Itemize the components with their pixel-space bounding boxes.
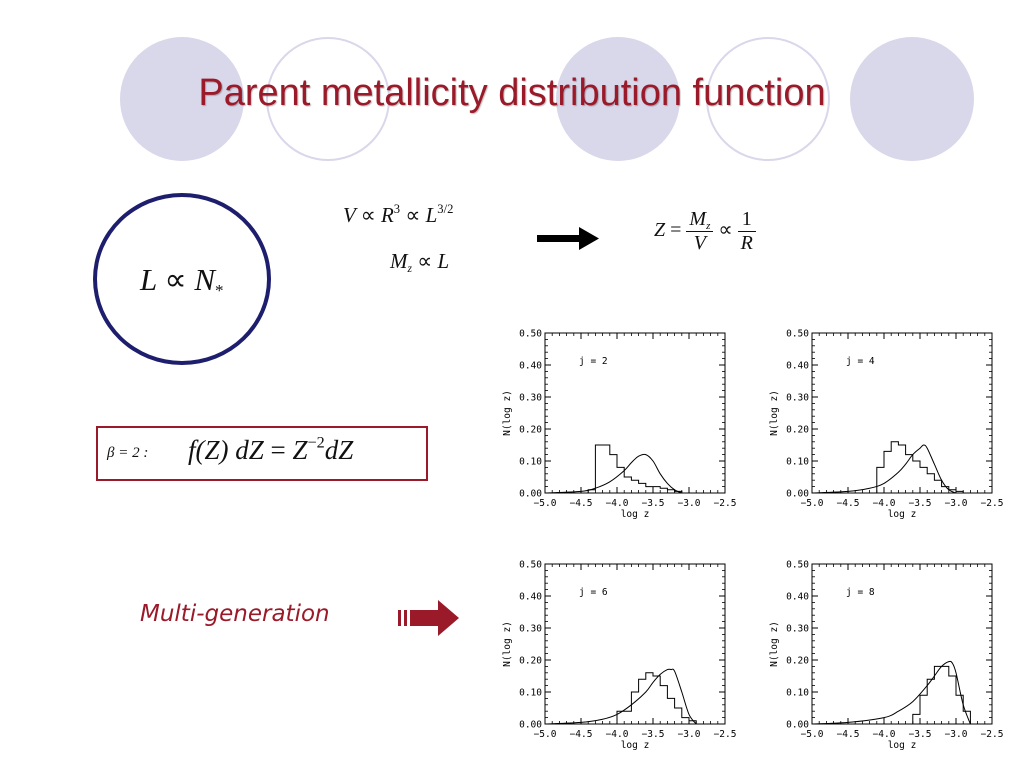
panel-annotation: j = 4 [846, 356, 875, 367]
panel-annotation: j = 8 [846, 587, 875, 598]
y-tick-label: 0.00 [519, 489, 542, 500]
y-tick-label: 0.20 [786, 425, 809, 436]
x-tick-label: −3.5 [909, 498, 932, 509]
x-tick-label: −3.0 [945, 498, 968, 509]
x-tick-label: −5.0 [534, 729, 557, 740]
histogram-step-line [812, 441, 992, 494]
histogram-step-line [545, 444, 725, 494]
plot-frame [544, 563, 726, 725]
x-tick-label: −4.0 [606, 729, 629, 740]
y-tick-label: 0.10 [786, 688, 809, 699]
y-axis-label: N(log z) [502, 621, 513, 667]
x-tick-label: −4.5 [837, 498, 860, 509]
x-tick-label: −3.5 [642, 498, 665, 509]
y-tick-label: 0.50 [519, 560, 542, 571]
decor-ring-2 [706, 37, 830, 161]
x-tick-label: −4.5 [837, 729, 860, 740]
volume-equation: V ∝ R3 ∝ L3/2 [343, 202, 454, 227]
y-tick-label: 0.20 [519, 656, 542, 667]
y-tick-label: 0.50 [786, 329, 809, 340]
x-tick-label: −4.5 [570, 498, 593, 509]
plot-frame [811, 332, 993, 494]
decor-circle-1 [120, 37, 244, 161]
y-tick-label: 0.40 [786, 361, 809, 372]
y-tick-label: 0.30 [519, 393, 542, 404]
model-curve-line [544, 453, 683, 494]
x-tick-label: −3.5 [642, 729, 665, 740]
x-tick-label: −2.5 [981, 498, 1004, 509]
imf-prefix: β = 2 : [107, 445, 149, 461]
y-tick-label: 0.40 [786, 592, 809, 603]
y-tick-label: 0.00 [519, 720, 542, 731]
slide-title: Parent metallicity distribution function [198, 72, 826, 114]
plot-j6: −5.0 −4.5 −4.0 −3.5 −3.0 −2.5 0.00 0.10 0.20 0.30… [502, 560, 737, 752]
y-axis-label: N(log z) [769, 390, 780, 436]
plot-frame [544, 332, 726, 494]
histogram-step-line [545, 672, 725, 725]
y-tick-label: 0.50 [519, 329, 542, 340]
x-tick-label: −3.0 [945, 729, 968, 740]
decor-ring-1 [266, 37, 390, 161]
x-tick-label: −5.0 [801, 729, 824, 740]
model-curve-line [811, 444, 957, 494]
x-axis-label: log z [888, 740, 917, 751]
x-tick-label: −5.0 [534, 498, 557, 509]
x-tick-label: −4.5 [570, 729, 593, 740]
plot-frame [811, 563, 993, 725]
x-tick-label: −4.0 [873, 729, 896, 740]
luminosity-equation: L ∝ N* [140, 262, 224, 300]
y-tick-label: 0.30 [786, 624, 809, 635]
y-tick-label: 0.30 [519, 624, 542, 635]
plot-j8: −5.0 −4.5 −4.0 −3.5 −3.0 −2.5 0.00 0.10 0.20 0.30… [769, 560, 1004, 752]
x-tick-label: −3.5 [909, 729, 932, 740]
y-tick-label: 0.00 [786, 720, 809, 731]
y-tick-label: 0.40 [519, 361, 542, 372]
y-tick-label: 0.20 [786, 656, 809, 667]
x-axis-label: log z [888, 509, 917, 520]
x-axis-label: log z [621, 740, 650, 751]
y-tick-label: 0.50 [786, 560, 809, 571]
y-axis-label: N(log z) [502, 390, 513, 436]
model-curve-line [544, 668, 697, 725]
panel-annotation: j = 6 [579, 587, 608, 598]
panel-annotation: j = 2 [579, 356, 608, 367]
decor-circle-2 [556, 37, 680, 161]
imf-equation-box: β = 2 : f(Z) dZ = Z−2dZ [96, 426, 428, 481]
decor-circle-3 [850, 37, 974, 161]
y-tick-label: 0.20 [519, 425, 542, 436]
y-tick-label: 0.10 [519, 457, 542, 468]
x-tick-label: −3.0 [678, 729, 701, 740]
plot-j2: −5.0 −4.5 −4.0 −3.5 −3.0 −2.5 0.00 0.10 0.20 0.30… [502, 329, 737, 521]
x-tick-label: −2.5 [981, 729, 1004, 740]
right-arrow-icon [537, 227, 599, 250]
y-tick-label: 0.00 [786, 489, 809, 500]
x-tick-label: −2.5 [714, 498, 737, 509]
y-axis-label: N(log z) [769, 621, 780, 667]
y-tick-label: 0.40 [519, 592, 542, 603]
y-tick-label: 0.30 [786, 393, 809, 404]
x-axis-label: log z [621, 509, 650, 520]
x-tick-label: −2.5 [714, 729, 737, 740]
plot-j4: −5.0 −4.5 −4.0 −3.5 −3.0 −2.5 0.00 0.10 0.20 0.30… [769, 329, 1004, 521]
x-tick-label: −3.0 [678, 498, 701, 509]
model-curve-line [811, 660, 971, 725]
multi-generation-label: Multi-generation [140, 601, 330, 627]
y-tick-label: 0.10 [786, 457, 809, 468]
y-tick-label: 0.10 [519, 688, 542, 699]
luminosity-circle [93, 193, 271, 365]
x-tick-label: −4.0 [873, 498, 896, 509]
imf-equation: f(Z) dZ = Z−2dZ [188, 433, 354, 465]
x-tick-label: −4.0 [606, 498, 629, 509]
multi-generation-arrow-icon [398, 600, 459, 636]
mass-equation: Mz ∝ L [390, 249, 450, 276]
histogram-step-line [812, 665, 992, 725]
x-tick-label: −5.0 [801, 498, 824, 509]
